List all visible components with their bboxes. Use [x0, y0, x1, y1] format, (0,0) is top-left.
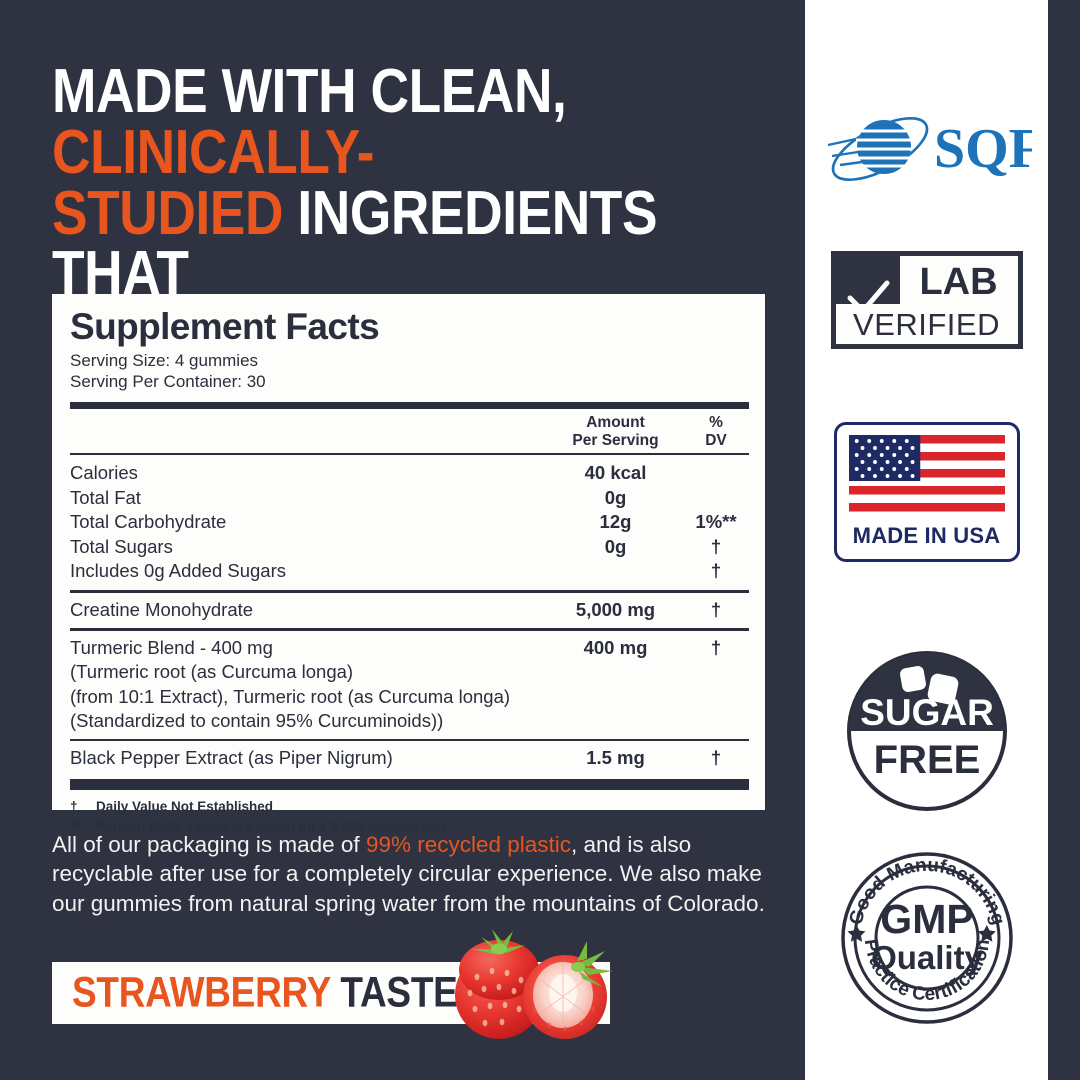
turmeric-detail: (Turmeric root (as Curcuma longa) (from …: [70, 661, 511, 732]
serving-size: Serving Size: 4 gummies: [70, 351, 259, 370]
badge-gmp: Good Manufacturing Practice Certificatio…: [805, 845, 1048, 1030]
divider-thin: [70, 739, 749, 742]
headline-text-white: MADE WITH CLEAN,: [52, 57, 567, 126]
sugar-label: SUGAR: [860, 692, 994, 733]
black-pepper-row-group: Black Pepper Extract (as Piper Nigrum) 1…: [70, 741, 749, 776]
footnotes: † Daily Value Not Established ** Percent…: [70, 790, 749, 838]
badge-lab-verified: LAB VERIFIED: [805, 240, 1048, 360]
headline-line-1: MADE WITH CLEAN, CLINICALLY-: [52, 57, 567, 187]
table-column-headers: Amount Per Serving % DV: [70, 409, 749, 453]
supplement-facts-title: Supplement Facts: [70, 306, 380, 347]
footnote: ** Percent Daily Values are based on a 2…: [70, 818, 451, 834]
made-in-usa-label: MADE IN USA: [852, 523, 1001, 548]
sugar-cubes-icon: [899, 666, 958, 705]
certification-badge-column: SQF LAB: [805, 0, 1048, 1080]
left-content-column: MADE WITH CLEAN, CLINICALLY- STUDIED ING…: [52, 57, 765, 1043]
us-flag-icon: [848, 435, 1005, 521]
sqf-globe-icon: [827, 116, 928, 181]
nutrient-rows: Calories 40 kcal Total Fat 0g Total Carb…: [70, 455, 749, 590]
table-row: Black Pepper Extract (as Piper Nigrum) 1…: [70, 747, 722, 769]
table-row: Total Sugars 0g †: [70, 535, 722, 557]
gmp-center-line2: Quality: [871, 939, 984, 976]
eco-packaging-paragraph: All of our packaging is made of 99% recy…: [52, 832, 765, 916]
table-row: Creatine Monohydrate 5,000 mg †: [70, 599, 722, 621]
table-row: Calories 40 kcal: [70, 462, 647, 484]
divider-medium: [70, 590, 749, 594]
table-row: Total Carbohydrate 12g 1%**: [70, 511, 737, 533]
badge-sugar-free: SUGAR FREE: [805, 636, 1048, 826]
supplement-facts-panel: Supplement Facts Serving Size: 4 gummies…: [52, 294, 765, 834]
lab-label: LAB: [919, 261, 998, 303]
divider-medium: [70, 627, 749, 631]
free-label: FREE: [873, 738, 980, 782]
recycled-plastic-highlight: 99% recycled plastic: [365, 832, 572, 857]
column-header-amount: Amount Per Serving: [572, 414, 659, 450]
creatine-row-group: Creatine Monohydrate 5,000 mg †: [70, 593, 749, 628]
column-header-dv: % DV: [705, 414, 727, 450]
flavor-word: TASTE: [330, 968, 458, 1017]
divider-footer: [70, 778, 749, 790]
strawberry-image: [437, 925, 627, 1043]
headline-line-2: STUDIED INGREDIENTS THAT: [52, 178, 658, 309]
table-row: Total Fat 0g: [70, 486, 627, 508]
headline-text-accent: CLINICALLY-: [52, 117, 375, 187]
servings-per-container: Serving Per Container: 30: [70, 371, 266, 391]
divider-thin: [70, 453, 749, 456]
badge-sqf: SQF: [805, 100, 1048, 195]
verified-label: VERIFIED: [853, 306, 1000, 342]
badge-made-in-usa: MADE IN USA: [805, 408, 1048, 576]
divider-thick: [70, 402, 749, 410]
headline-text-accent: STUDIED: [52, 178, 284, 248]
sqf-label: SQF: [934, 118, 1032, 180]
flavor-name: STRAWBERRY: [72, 968, 331, 1017]
footnote: † Daily Value Not Established: [70, 798, 274, 814]
right-margin-strip: [1048, 0, 1080, 1080]
gmp-center-line1: GMP: [880, 896, 973, 942]
table-row: Turmeric Blend - 400 mg 400 mg †: [70, 636, 722, 658]
turmeric-row-group: Turmeric Blend - 400 mg 400 mg † (Turmer…: [70, 631, 749, 739]
flavor-banner-text: STRAWBERRY TASTE: [72, 969, 458, 1018]
star-icon: [846, 924, 996, 942]
table-row: Includes 0g Added Sugars †: [70, 560, 722, 582]
